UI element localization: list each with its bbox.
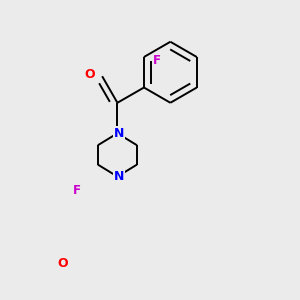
Text: F: F: [153, 54, 161, 67]
Text: N: N: [114, 170, 124, 183]
Text: N: N: [114, 127, 124, 140]
Text: F: F: [73, 184, 81, 197]
Text: O: O: [85, 68, 95, 81]
Text: O: O: [57, 256, 68, 269]
